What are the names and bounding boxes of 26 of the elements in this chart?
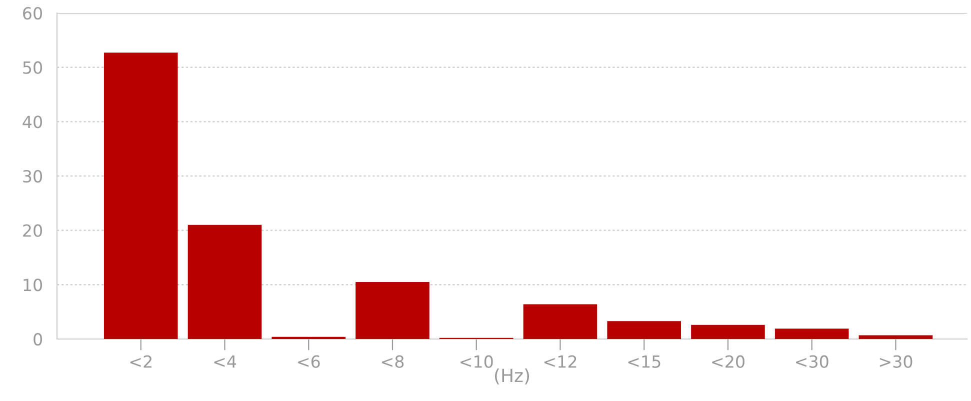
y-tick-label: 30 [23, 170, 42, 183]
bar [356, 282, 430, 339]
x-tick-label: <30 [796, 355, 828, 368]
y-tick-label: 50 [23, 61, 42, 74]
x-tick-label: <10 [460, 355, 493, 368]
y-tick-label: 60 [23, 6, 42, 20]
y-tick-label: 40 [22, 116, 42, 128]
x-tick-label: <4 [214, 355, 236, 368]
x-tick-label: >30 [880, 355, 912, 368]
y-tick-label: 0 [34, 332, 42, 346]
x-tick-label: <20 [712, 355, 744, 368]
x-tick-label: <8 [382, 355, 404, 368]
x-tick-label: <6 [298, 355, 320, 368]
y-tick-label: 10 [24, 278, 42, 292]
y-tick-label: 20 [23, 224, 42, 237]
bar [104, 52, 178, 339]
bar [774, 328, 849, 339]
x-axis-title: (Hz) [494, 368, 530, 384]
x-tick-label: <15 [628, 355, 660, 368]
bar [858, 335, 933, 339]
bar [523, 304, 598, 339]
bar [607, 321, 681, 339]
bar [691, 324, 765, 339]
x-tick-label: <12 [544, 355, 576, 368]
x-tick-label: <2 [130, 355, 152, 368]
bar [188, 224, 262, 339]
